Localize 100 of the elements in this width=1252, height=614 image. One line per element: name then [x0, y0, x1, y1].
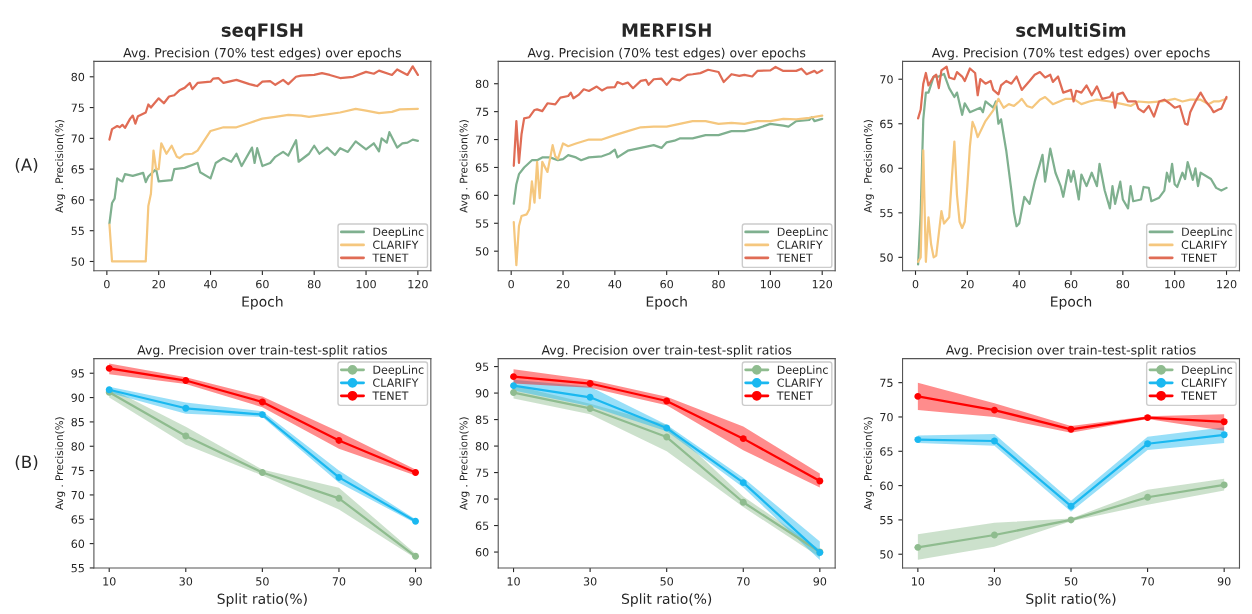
x-tick-label: 50	[256, 577, 269, 586]
x-tick-label: 120	[812, 279, 833, 289]
legend-label: DeepLinc	[373, 365, 424, 377]
y-tick-label: 95	[475, 362, 489, 371]
x-tick-label: 30	[988, 577, 1001, 586]
point	[1144, 440, 1152, 448]
legend-label: CLARIFY	[373, 378, 419, 387]
point	[412, 469, 419, 477]
x-tick-label: 40	[608, 279, 622, 289]
y-tick-label: 70	[475, 495, 489, 504]
chart-subtitle: Avg. Precision (70% test edges) over epochs	[123, 47, 401, 60]
x-tick-label: 20	[961, 279, 974, 289]
x-tick-label: 60	[660, 279, 674, 289]
point	[335, 473, 343, 481]
point	[914, 543, 922, 551]
point	[1220, 431, 1228, 439]
point	[412, 517, 419, 525]
x-tick-label: 30	[583, 577, 597, 586]
point	[739, 479, 747, 487]
point	[258, 469, 266, 477]
y-tick-label: 80	[475, 79, 489, 89]
x-tick-label: 100	[760, 279, 781, 289]
point	[914, 392, 922, 400]
x-tick-label: 90	[409, 577, 422, 586]
x-tick-label: 100	[1165, 279, 1185, 289]
chart-title: seqFISH	[221, 23, 303, 41]
point	[1144, 493, 1152, 501]
point	[1067, 502, 1075, 510]
x-tick-label: 70	[332, 577, 346, 586]
point	[335, 436, 343, 444]
x-tick-label: 90	[1217, 577, 1231, 586]
x-axis-title: Split ratio(%)	[1026, 593, 1116, 607]
y-tick-label: 50	[71, 257, 85, 266]
chart-title: Avg. Precision over train-test-split ratios	[137, 344, 387, 358]
x-tick-label: 40	[204, 279, 217, 289]
y-tick-label: 50	[475, 247, 489, 256]
line-series	[512, 116, 824, 205]
y-tick-label: 85	[475, 415, 489, 424]
point	[412, 552, 419, 560]
y-tick-label: 75	[71, 103, 84, 112]
point	[914, 436, 922, 444]
legend-label: DeepLinc	[777, 227, 828, 239]
point	[586, 404, 594, 412]
point	[1144, 414, 1152, 422]
y-tick-label: 60	[71, 539, 85, 548]
legend-label: TENET	[776, 391, 813, 400]
y-tick-label: 60	[880, 481, 893, 490]
y-tick-label: 60	[880, 164, 893, 173]
y-tick-label: 70	[71, 490, 85, 500]
text: (A)	[15, 158, 38, 173]
x-tick-label: 100	[356, 279, 376, 289]
y-tick-label: 90	[71, 393, 85, 402]
x-tick-label: 120	[408, 279, 428, 289]
y-tick-label: 60	[475, 191, 489, 200]
y-tick-label: 85	[71, 417, 84, 427]
point	[510, 382, 518, 390]
x-axis-title: Split ratio(%)	[217, 593, 307, 607]
y-tick-label: 70	[880, 412, 893, 422]
legend-label: CLARIFY	[1181, 378, 1228, 387]
legend-label: CLARIFY	[777, 378, 823, 387]
x-tick-label: 70	[737, 577, 750, 586]
y-tick-label: 80	[71, 442, 85, 451]
y-axis-title: Avg . Precision(%)	[863, 417, 874, 511]
x-tick-label: 80	[712, 279, 725, 289]
point	[182, 432, 190, 440]
y-tick-label: 70	[71, 134, 85, 143]
y-axis-title: Avg . Precision(%)	[55, 120, 66, 213]
x-tick-label: 10	[103, 577, 116, 586]
chart-subtitle: Avg. Precision (70% test edges) over epochs	[527, 47, 806, 60]
point	[990, 531, 998, 539]
x-tick-label: 20	[556, 279, 570, 289]
point	[663, 433, 671, 441]
x-tick-label: 20	[152, 279, 166, 289]
chart-title: Avg. Precision over train-test-split ratios	[945, 344, 1196, 358]
point	[663, 424, 671, 432]
point	[258, 411, 266, 419]
y-tick-label: 70	[880, 75, 893, 84]
y-tick-label: 65	[475, 521, 489, 530]
point	[739, 498, 747, 506]
y-tick-label: 75	[475, 107, 489, 117]
line-series	[108, 65, 419, 141]
x-tick-label: 40	[1012, 279, 1026, 289]
x-tick-label: 10	[507, 577, 520, 586]
x-axis-title: Epoch	[646, 296, 687, 310]
y-tick-label: 50	[880, 550, 893, 559]
point	[663, 397, 671, 405]
x-tick-label: 70	[1141, 577, 1154, 586]
point	[182, 404, 190, 412]
y-tick-label: 70	[475, 135, 489, 144]
x-tick-label: 0	[508, 279, 514, 289]
y-tick-label: 65	[71, 165, 84, 174]
y-tick-label: 80	[475, 442, 489, 451]
y-tick-label: 90	[475, 389, 489, 398]
legend-label: DeepLinc	[1182, 365, 1233, 377]
y-tick-label: 80	[71, 72, 85, 82]
line-series	[108, 131, 419, 225]
x-tick-label: 0	[104, 279, 110, 289]
y-axis-title: Avg . Precision(%)	[863, 120, 874, 213]
x-tick-label: 50	[1064, 577, 1078, 586]
y-tick-label: 60	[475, 548, 489, 557]
